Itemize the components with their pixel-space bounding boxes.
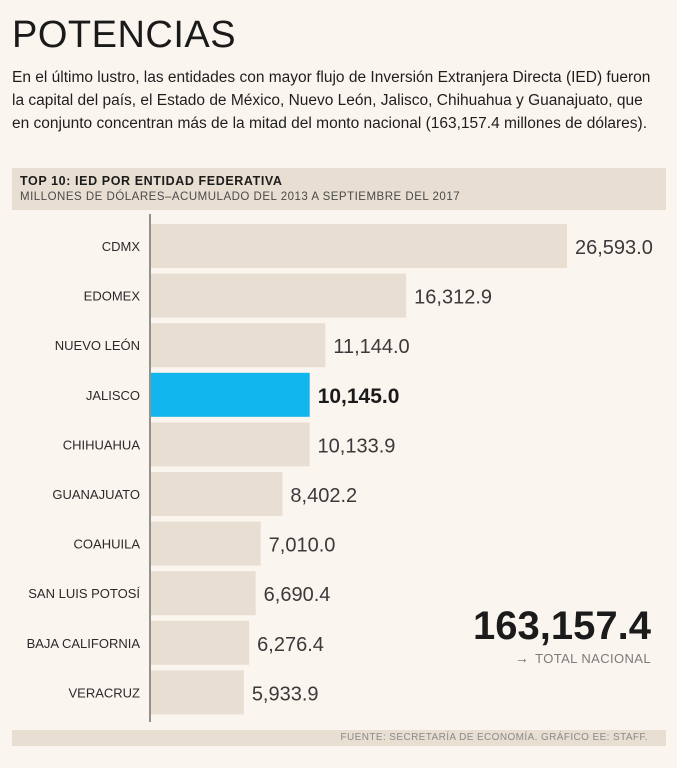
category-label: COAHUILA [74,537,141,552]
value-label: 5,933.9 [252,683,319,705]
bar-6 [151,521,261,566]
total-label: TOTAL NACIONAL [535,651,651,666]
value-label: 11,144.0 [333,336,409,358]
bar-1 [151,273,407,318]
category-label: NUEVO LEÓN [55,338,140,353]
footer-bar: FUENTE: SECRETARÍA DE ECONOMÍA. GRÁFICO … [12,730,666,746]
value-label: 6,690.4 [264,584,331,606]
total-block: 163,157.4 → TOTAL NACIONAL [473,604,651,666]
value-label: 7,010.0 [269,535,336,557]
value-label: 26,593.0 [575,237,653,259]
category-label: CHIHUAHUA [63,437,141,452]
bar-2 [151,323,326,368]
value-label: 16,312.9 [414,287,492,309]
total-value: 163,157.4 [473,604,651,648]
category-label: JALISCO [86,388,140,403]
chart-title: TOP 10: IED POR ENTIDAD FEDERATIVA [20,174,283,188]
bar-chart: CDMX 26,593.0 EDOMEX 16,312.9 NUEVO LEÓN 11,1… [27,214,653,722]
bar-7 [151,571,256,616]
intro-paragraph: En el último lustro, las entidades con m… [12,69,651,132]
value-label: 6,276.4 [257,634,324,656]
arrow-right-icon: → [514,650,530,666]
total-label-row: → TOTAL NACIONAL [473,650,651,666]
category-label: BAJA CALIFORNIA [27,636,141,651]
category-label: GUANAJUATO [52,487,140,502]
category-label: VERACRUZ [68,685,140,700]
bar-0 [151,224,567,268]
page-title: POTENCIAS [12,14,237,56]
chart-header: TOP 10: IED POR ENTIDAD FEDERATIVA MILLO… [12,168,666,210]
value-label: 8,402.2 [290,485,357,507]
bar-5 [151,472,283,516]
category-label: EDOMEX [84,289,141,304]
bar-8 [151,620,250,665]
bar-4 [151,422,310,467]
source-note: FUENTE: SECRETARÍA DE ECONOMÍA. GRÁFICO … [340,732,648,743]
bar-3 [151,372,310,417]
bar-9 [151,670,244,715]
chart-subtitle: MILLONES DE DÓLARES–ACUMULADO DEL 2013 A… [20,191,461,203]
value-label: 10,145.0 [318,385,400,408]
category-label: CDMX [102,239,141,254]
value-label: 10,133.9 [318,435,396,457]
category-label: SAN LUIS POTOSÍ [28,586,140,601]
